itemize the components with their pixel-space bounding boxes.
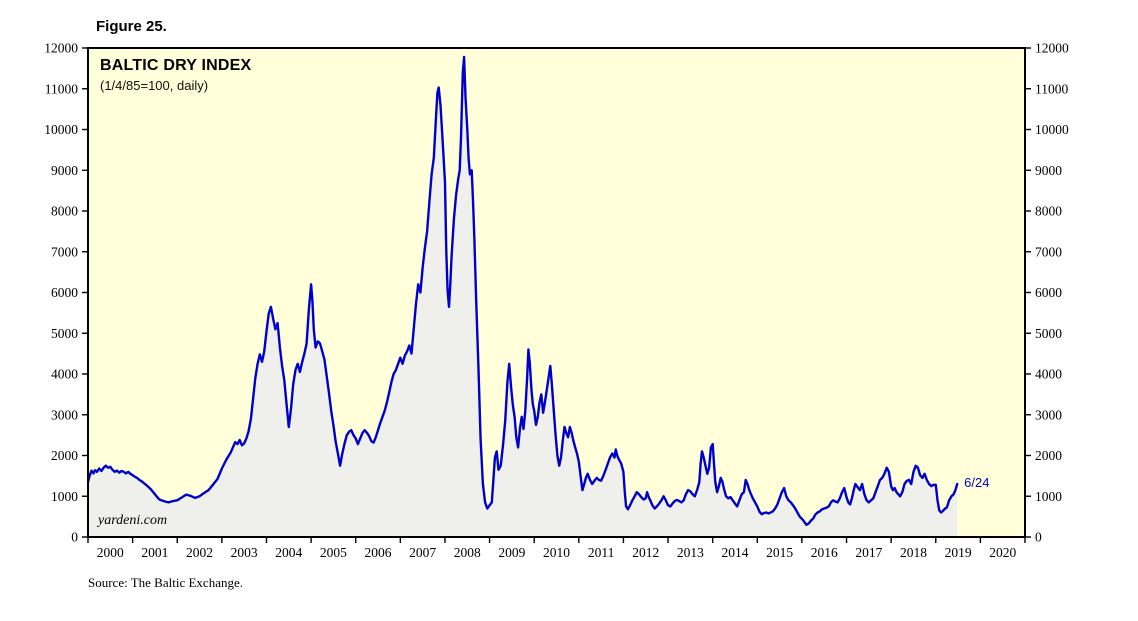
x-axis-year-label: 2011 xyxy=(588,545,615,560)
y-axis-label-left: 6000 xyxy=(51,285,78,300)
x-axis-year-label: 2007 xyxy=(409,545,436,560)
y-axis-label-left: 7000 xyxy=(51,244,78,259)
chart-subtitle: (1/4/85=100, daily) xyxy=(100,78,209,93)
x-axis-year-label: 2014 xyxy=(721,545,748,560)
x-axis-year-label: 2005 xyxy=(320,545,347,560)
y-axis-label-right: 5000 xyxy=(1035,326,1062,341)
y-axis-label-right: 6000 xyxy=(1035,285,1062,300)
x-axis-year-label: 2009 xyxy=(498,545,525,560)
x-axis-year-label: 2006 xyxy=(365,545,392,560)
y-axis-label-left: 8000 xyxy=(51,204,78,219)
x-axis-year-label: 2000 xyxy=(97,545,124,560)
y-axis-label-left: 2000 xyxy=(51,448,78,463)
y-axis-label-right: 4000 xyxy=(1035,367,1062,382)
x-axis-year-label: 2002 xyxy=(186,545,213,560)
x-axis-year-label: 2004 xyxy=(275,545,302,560)
y-axis-label-right: 1000 xyxy=(1035,489,1062,504)
y-axis-label-right: 0 xyxy=(1035,530,1042,545)
x-axis-year-label: 2016 xyxy=(811,545,838,560)
y-axis-label-left: 12000 xyxy=(44,41,78,56)
figure-label: Figure 25. xyxy=(96,18,167,35)
x-axis-year-label: 2015 xyxy=(766,545,793,560)
y-axis-label-left: 11000 xyxy=(45,81,78,96)
x-axis-year-label: 2003 xyxy=(231,545,258,560)
y-axis-label-left: 10000 xyxy=(44,122,78,137)
x-axis-year-label: 2013 xyxy=(677,545,704,560)
x-axis-year-label: 2020 xyxy=(989,545,1016,560)
y-axis-label-left: 5000 xyxy=(51,326,78,341)
y-axis-label-left: 1000 xyxy=(51,489,78,504)
y-axis-label-right: 3000 xyxy=(1035,407,1062,422)
y-axis-label-left: 3000 xyxy=(51,407,78,422)
y-axis-label-right: 9000 xyxy=(1035,163,1062,178)
series-line xyxy=(86,55,959,526)
y-axis-label-right: 7000 xyxy=(1035,244,1062,259)
plot-frame xyxy=(87,47,1026,538)
x-axis-year-label: 2017 xyxy=(855,545,882,560)
x-axis-year-label: 2010 xyxy=(543,545,570,560)
x-axis-year-label: 2001 xyxy=(141,545,168,560)
source-note: Source: The Baltic Exchange. xyxy=(88,575,243,590)
y-axis-label-left: 4000 xyxy=(51,367,78,382)
x-axis-year-label: 2008 xyxy=(454,545,481,560)
y-axis-label-right: 8000 xyxy=(1035,204,1062,219)
x-axis-year-label: 2012 xyxy=(632,545,659,560)
x-axis-year-label: 2019 xyxy=(945,545,972,560)
y-axis-label-left: 0 xyxy=(71,530,78,545)
y-axis-label-right: 2000 xyxy=(1035,448,1062,463)
watermark-yardeni: yardeni.com xyxy=(98,513,168,528)
x-axis-year-label: 2018 xyxy=(900,545,927,560)
end-date-label: 6/24 xyxy=(964,475,990,491)
chart-title: BALTIC DRY INDEX xyxy=(100,57,252,74)
y-axis-label-right: 10000 xyxy=(1035,122,1069,137)
y-axis-label-right: 12000 xyxy=(1035,41,1069,56)
y-axis-label-right: 11000 xyxy=(1035,81,1068,96)
y-axis-label-left: 9000 xyxy=(51,163,78,178)
series-area-fill xyxy=(88,57,958,537)
